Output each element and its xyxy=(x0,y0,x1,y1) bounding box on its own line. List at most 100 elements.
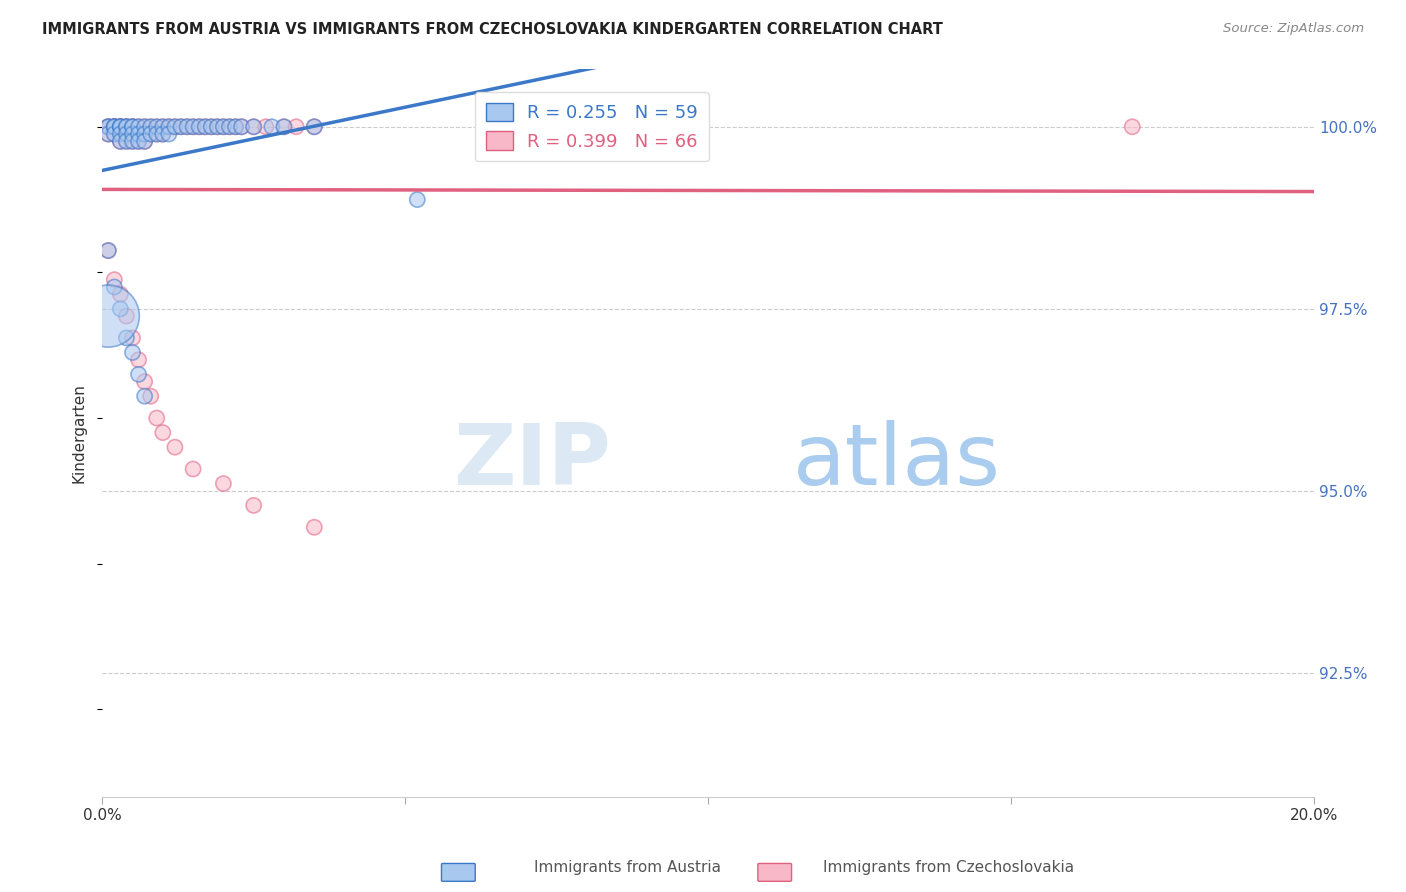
Point xyxy=(1121,120,1143,134)
Point xyxy=(103,120,125,134)
Point xyxy=(128,127,150,141)
Point xyxy=(152,127,174,141)
Point xyxy=(110,127,132,141)
Point xyxy=(139,127,162,141)
Point xyxy=(157,120,180,134)
Point xyxy=(128,127,150,141)
Point xyxy=(103,127,125,141)
Point xyxy=(254,120,277,134)
Point xyxy=(152,425,174,440)
Point xyxy=(110,120,132,134)
Point xyxy=(103,273,125,287)
Point xyxy=(134,375,156,389)
Point xyxy=(152,127,174,141)
Text: IMMIGRANTS FROM AUSTRIA VS IMMIGRANTS FROM CZECHOSLOVAKIA KINDERGARTEN CORRELATI: IMMIGRANTS FROM AUSTRIA VS IMMIGRANTS FR… xyxy=(42,22,943,37)
Point xyxy=(134,134,156,148)
Point xyxy=(181,462,204,476)
Point xyxy=(121,120,143,134)
Point xyxy=(115,120,138,134)
Point xyxy=(304,120,326,134)
Point xyxy=(304,120,326,134)
Point xyxy=(242,120,264,134)
Point xyxy=(115,309,138,323)
Point xyxy=(103,120,125,134)
Point xyxy=(121,120,143,134)
Point xyxy=(145,120,167,134)
Point xyxy=(103,280,125,294)
Point xyxy=(225,120,247,134)
Point xyxy=(406,193,429,207)
Point xyxy=(121,134,143,148)
Point xyxy=(110,287,132,301)
Point xyxy=(212,476,235,491)
Point xyxy=(176,120,198,134)
Point xyxy=(163,440,186,454)
Point xyxy=(134,120,156,134)
Point xyxy=(115,127,138,141)
Point xyxy=(304,520,326,534)
Point xyxy=(194,120,217,134)
Point xyxy=(121,331,143,345)
Point xyxy=(242,499,264,513)
Point xyxy=(242,120,264,134)
Point xyxy=(128,120,150,134)
Point xyxy=(134,389,156,403)
Point xyxy=(115,120,138,134)
Point xyxy=(273,120,295,134)
Point xyxy=(145,127,167,141)
Point xyxy=(97,120,120,134)
Point xyxy=(163,120,186,134)
Point xyxy=(115,120,138,134)
Point xyxy=(110,120,132,134)
Point xyxy=(170,120,193,134)
Point xyxy=(121,127,143,141)
Point xyxy=(110,120,132,134)
Point xyxy=(200,120,222,134)
Point xyxy=(110,134,132,148)
Point xyxy=(157,127,180,141)
Point xyxy=(128,120,150,134)
Point xyxy=(207,120,229,134)
Point xyxy=(134,127,156,141)
Text: atlas: atlas xyxy=(793,420,1001,503)
Point xyxy=(163,120,186,134)
Point xyxy=(273,120,295,134)
Point xyxy=(103,120,125,134)
Point xyxy=(103,120,125,134)
Point xyxy=(225,120,247,134)
Point xyxy=(115,134,138,148)
Text: ZIP: ZIP xyxy=(454,420,612,503)
Point xyxy=(218,120,240,134)
Text: Source: ZipAtlas.com: Source: ZipAtlas.com xyxy=(1223,22,1364,36)
Point xyxy=(128,368,150,382)
Point xyxy=(115,120,138,134)
Point xyxy=(188,120,211,134)
Point xyxy=(134,120,156,134)
Point xyxy=(103,120,125,134)
Point xyxy=(231,120,253,134)
Point xyxy=(145,120,167,134)
Point xyxy=(110,120,132,134)
Point xyxy=(97,309,120,323)
Point xyxy=(134,127,156,141)
Point xyxy=(110,301,132,316)
Point xyxy=(97,120,120,134)
Point xyxy=(128,134,150,148)
Point xyxy=(212,120,235,134)
Point xyxy=(188,120,211,134)
Point xyxy=(121,120,143,134)
Point xyxy=(97,244,120,258)
Point xyxy=(170,120,193,134)
Point xyxy=(157,120,180,134)
Point xyxy=(121,345,143,359)
Point xyxy=(134,134,156,148)
Text: Immigrants from Austria: Immigrants from Austria xyxy=(534,861,721,875)
Point xyxy=(285,120,308,134)
Point xyxy=(181,120,204,134)
Text: Immigrants from Czechoslovakia: Immigrants from Czechoslovakia xyxy=(823,861,1074,875)
Point xyxy=(139,127,162,141)
Point xyxy=(231,120,253,134)
Point xyxy=(110,127,132,141)
Point xyxy=(103,120,125,134)
Point xyxy=(115,127,138,141)
